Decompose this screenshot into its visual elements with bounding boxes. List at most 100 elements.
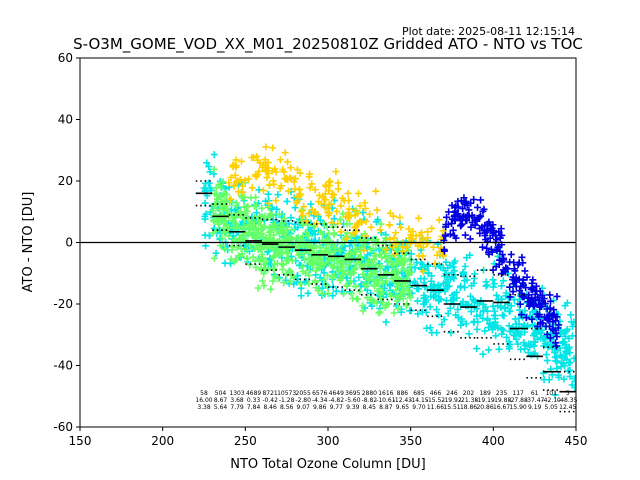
scatter-point — [379, 299, 387, 307]
scatter-point — [343, 220, 351, 228]
scatter-point — [312, 252, 320, 260]
scatter-point — [311, 186, 319, 194]
scatter-point — [255, 167, 263, 175]
bin-annotation: -15.52 — [426, 397, 446, 404]
scatter-point — [302, 229, 310, 237]
scatter-point — [281, 149, 289, 157]
scatter-point — [517, 311, 525, 319]
scatter-point — [260, 234, 268, 242]
scatter-point — [435, 295, 443, 303]
scatter-point — [523, 273, 531, 281]
bin-annotation: -8.82 — [362, 397, 378, 404]
x-axis-label: NTO Total Ozone Column [DU] — [230, 457, 426, 472]
scatter-point — [516, 300, 524, 308]
scatter-point — [258, 204, 266, 212]
bin-annotation: -37.47 — [525, 397, 545, 404]
scatter-point — [543, 341, 551, 349]
scatter-point — [564, 367, 572, 375]
scatter-point — [483, 316, 491, 324]
scatter-point — [481, 232, 489, 240]
bin-annotation: -0.42 — [262, 397, 278, 404]
scatter-point — [402, 302, 410, 310]
scatter-point — [319, 261, 327, 269]
scatter-point — [541, 300, 549, 308]
scatter-point — [561, 302, 569, 310]
scatter-point — [363, 282, 371, 290]
scatter-point — [553, 364, 561, 372]
scatter-point — [390, 309, 398, 317]
scatter-point — [419, 243, 427, 251]
scatter-point — [365, 276, 373, 284]
scatter-point — [356, 243, 364, 251]
scatter-point — [332, 287, 340, 295]
scatter-point — [248, 154, 256, 162]
scatter-point — [535, 301, 543, 309]
scatter-point — [287, 233, 295, 241]
bin-annotation: 9.19 — [528, 404, 542, 411]
scatter-point — [210, 165, 218, 173]
scatter-point — [443, 213, 451, 221]
scatter-point — [567, 318, 575, 326]
scatter-point — [566, 359, 574, 367]
bin-annotation: 18.86 — [460, 404, 477, 411]
scatter-point — [409, 227, 417, 235]
scatter-point — [241, 176, 249, 184]
scatter-point — [264, 265, 272, 273]
scatter-point — [512, 335, 520, 343]
scatter-point — [337, 275, 345, 283]
scatter-point — [540, 342, 548, 350]
scatter-point — [210, 151, 218, 159]
bin-annotation: 58 — [200, 390, 208, 397]
scatter-point — [286, 277, 294, 285]
scatter-point — [221, 197, 229, 205]
scatter-point — [516, 287, 524, 295]
scatter-point — [479, 350, 487, 358]
scatter-point — [205, 163, 213, 171]
scatter-point — [308, 206, 316, 214]
scatter-point — [359, 307, 367, 315]
scatter-point — [545, 376, 553, 384]
scatter-point — [354, 295, 362, 303]
scatter-point — [468, 282, 476, 290]
scatter-point — [349, 294, 357, 302]
scatter-point — [221, 245, 229, 253]
scatter-point — [228, 243, 236, 251]
scatter-point — [474, 203, 482, 211]
scatter-point — [382, 245, 390, 253]
scatter-point — [352, 259, 360, 267]
bin-annotation: 8.56 — [280, 404, 294, 411]
scatter-point — [450, 275, 458, 283]
scatter-point — [505, 307, 513, 315]
scatter-point — [499, 326, 507, 334]
scatter-point — [271, 224, 279, 232]
scatter-point — [282, 235, 290, 243]
scatter-point — [361, 272, 369, 280]
scatter-point — [210, 216, 218, 224]
scatter-point — [225, 179, 233, 187]
scatter-point — [334, 179, 342, 187]
scatter-point — [333, 207, 341, 215]
scatter-point — [202, 242, 210, 250]
scatter-point — [512, 323, 520, 331]
scatter-point — [435, 261, 443, 269]
scatter-point — [498, 330, 506, 338]
bin-statistics — [195, 180, 576, 413]
bin-annotation: -4.34 — [312, 397, 328, 404]
scatter-point — [278, 228, 286, 236]
scatter-point — [264, 190, 272, 198]
bin-annotation: 2055 — [296, 390, 311, 397]
scatter-point — [406, 292, 414, 300]
bin-annotation: 10573 — [277, 390, 296, 397]
scatter-point — [256, 212, 264, 220]
scatter-point — [433, 306, 441, 314]
scatter-point — [452, 207, 460, 215]
scatter-point — [319, 230, 327, 238]
scatter-point — [412, 232, 420, 240]
scatter-point — [479, 207, 487, 215]
bin-annotation: 1303 — [229, 390, 244, 397]
y-tick-label: -60 — [53, 420, 73, 434]
scatter-point — [366, 296, 374, 304]
scatter-point — [352, 248, 360, 256]
scatter-point — [439, 227, 447, 235]
scatter-point — [300, 203, 308, 211]
